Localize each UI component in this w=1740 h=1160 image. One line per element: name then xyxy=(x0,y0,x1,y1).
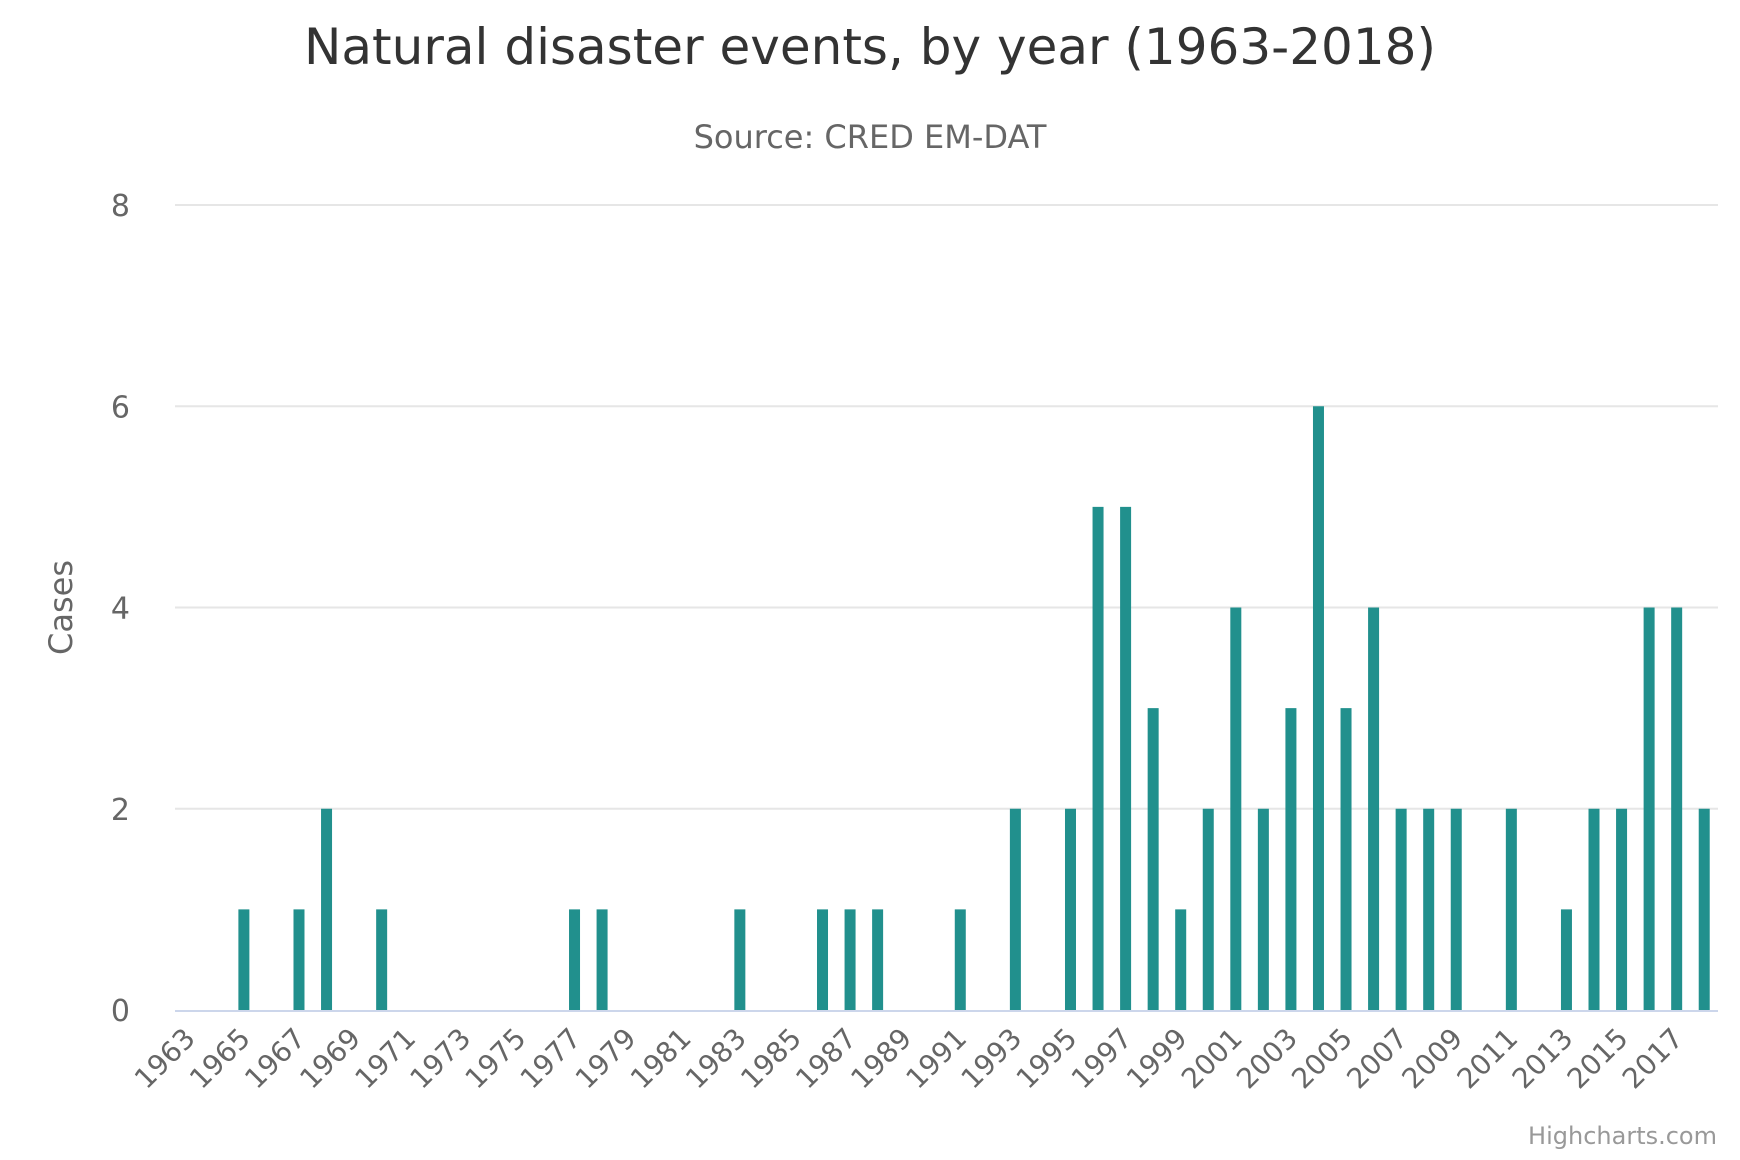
bar-1999[interactable] xyxy=(1175,909,1187,1010)
bar-1997[interactable] xyxy=(1120,506,1132,1010)
bar-2001[interactable] xyxy=(1230,607,1242,1011)
chart-subtitle: Source: CRED EM-DAT xyxy=(693,118,1047,156)
x-tick-label: 2013 xyxy=(1506,1022,1580,1096)
x-tick-label: 2001 xyxy=(1175,1022,1249,1096)
x-tick-label: 1979 xyxy=(569,1022,643,1096)
bar-1986[interactable] xyxy=(817,909,829,1010)
x-tick-label: 1995 xyxy=(1010,1022,1084,1096)
bar-1993[interactable] xyxy=(1009,808,1021,1010)
x-tick-label: 1989 xyxy=(844,1022,918,1096)
bar-1968[interactable] xyxy=(321,808,333,1010)
bar-1970[interactable] xyxy=(376,909,388,1010)
grid-lines xyxy=(175,204,1718,810)
bar-1987[interactable] xyxy=(844,909,856,1010)
y-tick-label: 0 xyxy=(111,994,130,1029)
bar-1988[interactable] xyxy=(872,909,884,1010)
x-tick-label: 1985 xyxy=(734,1022,808,1096)
bar-2013[interactable] xyxy=(1560,909,1572,1010)
bar-1967[interactable] xyxy=(293,909,305,1010)
x-tick-label: 1991 xyxy=(899,1022,973,1096)
bar-1996[interactable] xyxy=(1092,506,1104,1010)
bar-1998[interactable] xyxy=(1147,708,1159,1010)
bar-2003[interactable] xyxy=(1285,708,1297,1010)
bar-2017[interactable] xyxy=(1671,607,1683,1011)
x-tick-label: 1969 xyxy=(293,1022,367,1096)
y-tick-label: 6 xyxy=(111,390,130,425)
bar-2006[interactable] xyxy=(1368,607,1380,1011)
bar-2018[interactable] xyxy=(1698,808,1710,1010)
x-tick-label: 1973 xyxy=(404,1022,478,1096)
x-tick-label: 1967 xyxy=(238,1022,312,1096)
x-tick-label: 1999 xyxy=(1120,1022,1194,1096)
bar-2009[interactable] xyxy=(1450,808,1462,1010)
x-tick-label: 2009 xyxy=(1395,1022,1469,1096)
bar-2005[interactable] xyxy=(1340,708,1352,1010)
x-tick-label: 2011 xyxy=(1451,1022,1525,1096)
bar-2015[interactable] xyxy=(1616,808,1628,1010)
x-tick-label: 2015 xyxy=(1561,1022,1635,1096)
x-tick-label: 2017 xyxy=(1616,1022,1690,1096)
bars xyxy=(238,406,1710,1011)
x-tick-label: 1963 xyxy=(128,1022,202,1096)
bar-1978[interactable] xyxy=(596,909,608,1010)
bar-2011[interactable] xyxy=(1505,808,1517,1010)
bar-2007[interactable] xyxy=(1395,808,1407,1010)
x-tick-label: 2003 xyxy=(1230,1022,1304,1096)
bar-1965[interactable] xyxy=(238,909,250,1010)
bar-1983[interactable] xyxy=(734,909,746,1010)
bar-2008[interactable] xyxy=(1423,808,1435,1010)
x-tick-label: 1987 xyxy=(789,1022,863,1096)
x-tick-label: 1993 xyxy=(955,1022,1029,1096)
x-tick-label: 1977 xyxy=(514,1022,588,1096)
x-tick-label: 1975 xyxy=(459,1022,533,1096)
x-tick-label: 1983 xyxy=(679,1022,753,1096)
y-tick-label: 2 xyxy=(111,793,130,828)
x-tick-label: 1997 xyxy=(1065,1022,1139,1096)
x-tick-label: 2005 xyxy=(1285,1022,1359,1096)
y-axis-title: Cases xyxy=(42,560,80,655)
x-tick-label: 1981 xyxy=(624,1022,698,1096)
bar-2016[interactable] xyxy=(1643,607,1655,1011)
chart-title: Natural disaster events, by year (1963-2… xyxy=(304,18,1436,76)
bar-2002[interactable] xyxy=(1257,808,1269,1010)
bar-1995[interactable] xyxy=(1064,808,1076,1010)
bar-2000[interactable] xyxy=(1202,808,1214,1010)
x-tick-label: 1965 xyxy=(183,1022,257,1096)
x-tick-label: 1971 xyxy=(348,1022,422,1096)
y-tick-label: 4 xyxy=(111,592,130,627)
bar-1977[interactable] xyxy=(569,909,581,1010)
credits-link[interactable]: Highcharts.com xyxy=(1528,1122,1717,1150)
y-tick-label: 8 xyxy=(111,189,130,224)
bar-2014[interactable] xyxy=(1588,808,1600,1010)
x-tick-label: 2007 xyxy=(1340,1022,1414,1096)
bar-2004[interactable] xyxy=(1312,406,1324,1010)
bar-1991[interactable] xyxy=(954,909,966,1010)
